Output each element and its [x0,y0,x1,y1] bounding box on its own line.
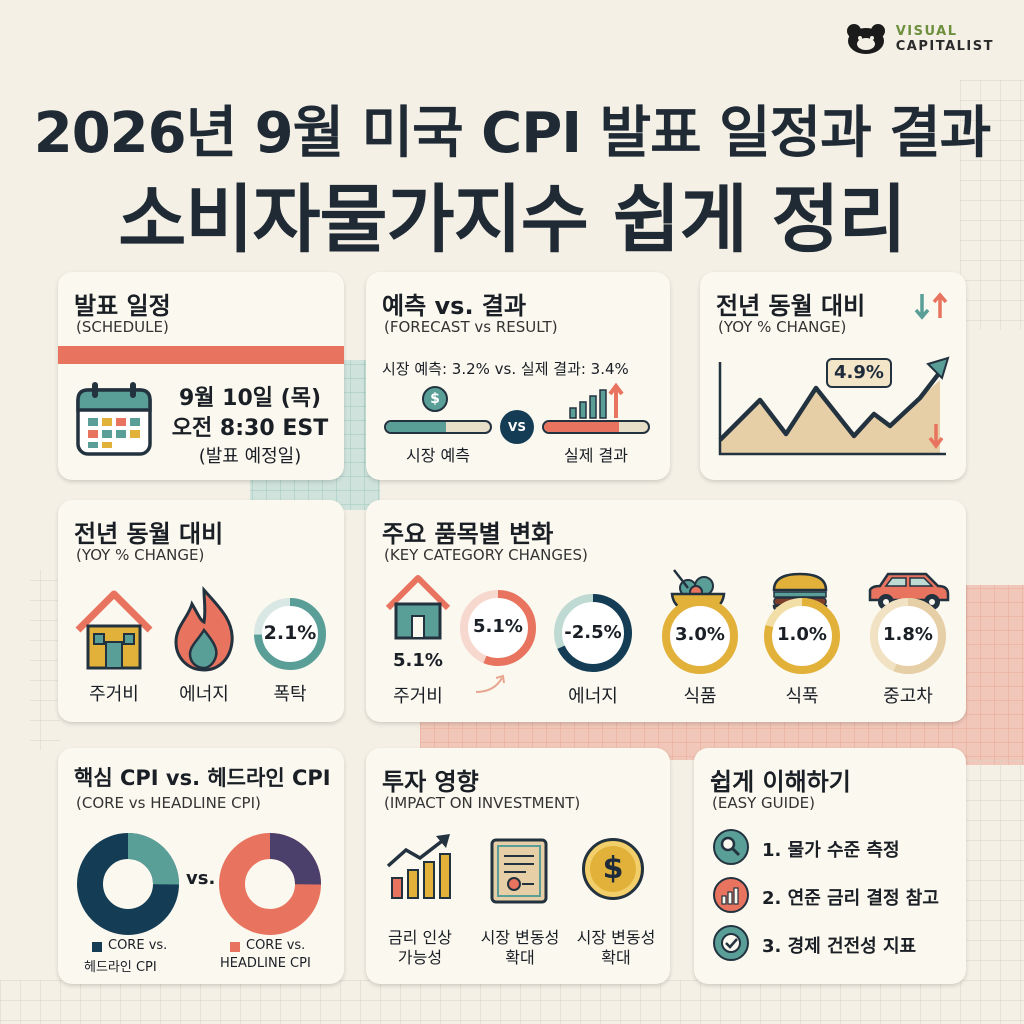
yoy-items-subtitle: (YOY % CHANGE) [76,546,205,564]
category-ring-energy [554,594,632,672]
headline-legend-swatch [230,942,240,952]
category-ring-dining-label: 식푹 [785,686,819,707]
brand-logo: VISUAL CAPITALIST [844,22,994,56]
categories-subtitle: (KEY CATEGORY CHANGES) [384,546,588,564]
yoy-ring-value: 2.1% [263,622,317,644]
core-legend-swatch [92,942,102,952]
core-vs: vs. [186,868,216,889]
page-subtitle: 소비자물가지수 쉽게 정리 [118,177,906,263]
categories-card: 주요 품목별 변화 (KEY CATEGORY CHANGES) 5.1% 주거… [366,500,966,722]
bar-growth-icon [569,382,624,419]
category-ring-energy-label: 에너지 [568,686,618,707]
impact-item1-line1: 금리 인상 [388,928,452,947]
yoy-label-third: 폭탁 [273,684,307,705]
impact-item2-line1: 시장 변동성 [480,928,560,947]
yoy-label-housing: 주거비 [89,684,139,705]
guide-item-3: 3. 경제 건전성 지표 [762,936,917,957]
core-title: 핵심 CPI vs. 헤드라인 CPI [74,766,331,790]
core-legend2-line2: HEADLINE CPI [220,956,311,971]
category-house-icon [385,575,451,640]
impact-item3-line1: 시장 변동성 [576,928,656,947]
core-legend1-line1: CORE vs. [108,938,168,953]
schedule-note: (발표 예정일) [198,446,302,467]
impact-item2-line2: 확대 [505,948,535,967]
yoy-chart-value-badge: 4.9% [826,358,892,388]
category-house-value: 5.1% [393,650,443,671]
category-ring-food-value: 3.0% [675,624,725,645]
categories-title: 주요 품목별 변화 [382,520,554,548]
result-bar [542,420,650,434]
check-icon [713,925,749,961]
impact-item3-line2: 확대 [601,948,631,967]
category-ring-energy-value: -2.5% [564,622,622,643]
impact-subtitle: (IMPACT ON INVESTMENT) [384,794,581,812]
impact-item1-line2: 가능성 [397,948,443,967]
calendar-icon [76,382,152,456]
yoy-items-title: 전년 동월 대비 [74,520,224,548]
yoy-ring [254,598,326,670]
yoy-items-card: 전년 동월 대비 (YOY % CHANGE) 2.1% 주거비 에너지 폭탁 [58,500,344,722]
impact-title: 투자 영향 [382,768,479,796]
guide-card: 쉽게 이해하기 (EASY GUIDE) 1. 물가 수준 측정 2. 연준 금… [694,748,966,984]
flame-icon [174,586,234,672]
category-ring-food [662,598,738,674]
category-ring-usedcar-label: 중고차 [883,686,933,707]
schedule-time: 오전 8:30 EST [171,416,329,441]
page-title: 2026년 9월 미국 CPI 발표 일정과 결과 [33,101,992,166]
dollar-coin-icon: $ [422,386,448,412]
schedule-title: 발표 일정 [74,292,171,320]
headline-donut [219,833,321,935]
forecast-right-label: 실제 결과 [564,446,628,465]
forecast-title: 예측 vs. 결과 [382,292,527,320]
brand-line1: VISUAL [895,24,958,39]
guide-item-1: 1. 물가 수준 측정 [762,840,900,861]
brand-icon [846,24,885,54]
core-card: 핵심 CPI vs. 헤드라인 CPI (CORE vs HEADLINE CP… [58,748,344,984]
forecast-left-label: 시장 예측 [406,446,470,465]
category-house-label: 주거비 [393,686,443,707]
certificate-icon [490,838,548,904]
schedule-card: 발표 일정 (SCHEDULE) 9월 10일 (목) 오전 8:30 EST … [58,272,344,480]
schedule-date: 9월 10일 (목) [178,386,322,411]
category-ring-dining [764,598,840,674]
category-ring-housing [460,590,536,666]
trend-line-chart [718,356,950,456]
house-icon [75,590,153,670]
core-subtitle: (CORE vs HEADLINE CPI) [76,794,261,812]
forecast-subtitle: (FORECAST vs RESULT) [384,318,558,336]
up-down-arrows-icon [914,292,948,320]
bar-chart-icon [713,877,749,913]
forecast-bar [384,420,492,434]
schedule-stripe [58,346,344,364]
core-legend1-line2: 헤드라인 CPI [84,960,157,975]
guide-item-2: 2. 연준 금리 결정 참고 [762,888,939,909]
category-ring-food-label: 식품 [683,686,717,707]
rising-chart-icon [386,834,451,899]
yoy-chart-subtitle: (YOY % CHANGE) [718,318,847,336]
guide-subtitle: (EASY GUIDE) [712,794,815,812]
yoy-chart-title: 전년 동월 대비 [716,292,866,320]
yoy-chart-card: 전년 동월 대비 (YOY % CHANGE) 4.9% [700,272,966,480]
dollar-coin-large-icon: $ [582,838,644,900]
category-ring-usedcar [870,598,946,674]
curved-arrow-icon [475,674,505,693]
category-ring-housing-value: 5.1% [473,616,523,637]
brand-line2: CAPITALIST [895,39,994,54]
core-legend2-line1: CORE vs. [246,938,306,953]
category-ring-usedcar-value: 1.8% [883,624,933,645]
schedule-subtitle: (SCHEDULE) [76,318,169,336]
magnifier-icon [713,829,749,865]
core-donut [77,833,179,935]
guide-title: 쉽게 이해하기 [710,768,851,796]
forecast-card: 예측 vs. 결과 (FORECAST vs RESULT) 시장 예측: 3.… [366,272,670,480]
yoy-label-energy: 에너지 [179,684,229,705]
vs-badge: VS [500,410,534,444]
category-ring-dining-value: 1.0% [777,624,827,645]
forecast-line: 시장 예측: 3.2% vs. 실제 결과: 3.4% [382,360,629,378]
impact-card: 투자 영향 (IMPACT ON INVESTMENT) $ 금리 인상 가능성… [366,748,670,984]
